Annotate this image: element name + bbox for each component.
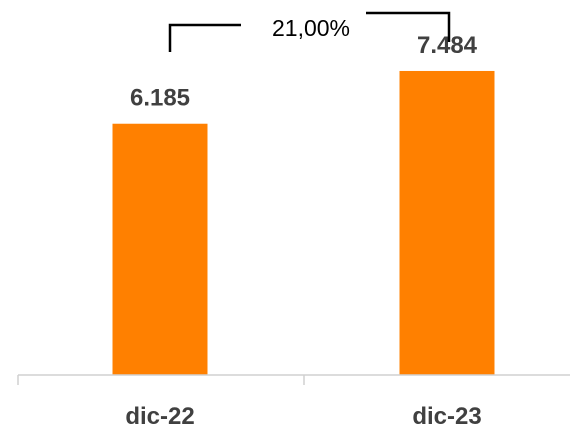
growth-bracket: 21,00%	[168, 11, 451, 52]
x-tick-label-dic-22: dic-22	[125, 403, 194, 430]
bar-dic-23	[399, 70, 495, 376]
bar-dic-22	[112, 123, 208, 375]
x-tick-labels-group: dic-22 dic-23	[125, 403, 481, 430]
x-tick-label-dic-23: dic-23	[412, 403, 481, 430]
growth-percentage-label: 21,00%	[272, 15, 350, 41]
value-label-dic-23: 7.484	[417, 32, 478, 59]
growth-bracket-line	[168, 23, 241, 52]
bars-group	[112, 70, 495, 376]
value-label-dic-22: 6.185	[130, 85, 190, 112]
value-labels-group: 6.185 7.484	[130, 32, 478, 112]
growth-bracket-line-right	[366, 11, 451, 42]
